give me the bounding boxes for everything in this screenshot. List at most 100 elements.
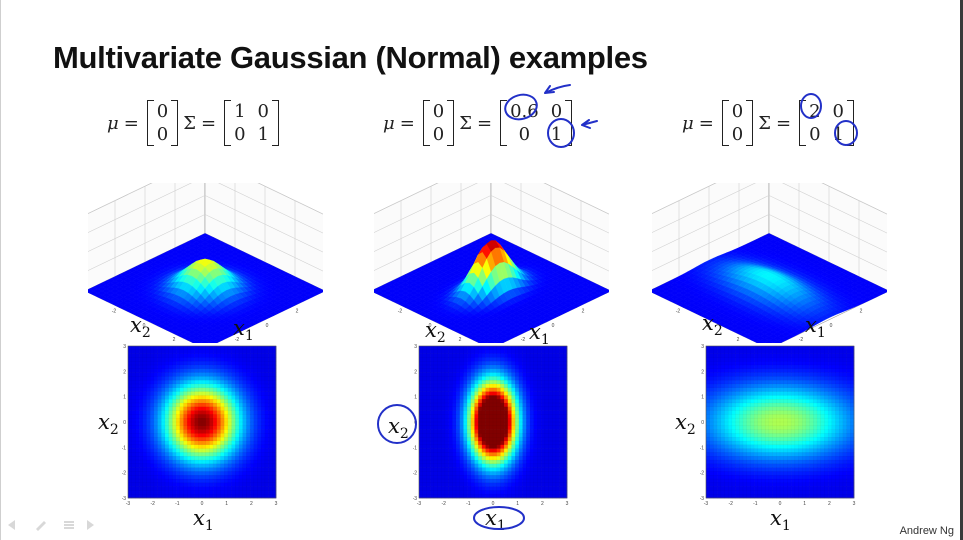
x2-tick-label: 2 [701, 369, 704, 375]
surface-mesh [652, 233, 887, 343]
matrix-entry: 0.6 [510, 101, 539, 122]
heatmap-3-x2-label: x2 [675, 410, 696, 439]
matrix-entry: 0 [731, 101, 744, 122]
equals-sign: = [399, 112, 415, 134]
heatmap-mesh [705, 345, 855, 499]
x2-tick-label: 0 [414, 420, 417, 426]
matrix-entry: 0 [432, 124, 445, 145]
mu-symbol: μ [682, 112, 694, 134]
x2-tick-label: 2 [123, 369, 126, 375]
player-controls[interactable] [6, 518, 96, 532]
matrix-entry: 0 [809, 124, 821, 145]
mu-symbol: μ [107, 112, 119, 134]
x2-tick-label: -1 [413, 445, 417, 451]
x1-tick-label: -2 [150, 501, 155, 507]
x1-tick-label: 0 [779, 501, 782, 507]
x1-tick-label: 1 [803, 501, 806, 507]
equals-sign: = [123, 112, 139, 134]
x1-tick-label: 3 [853, 501, 856, 507]
x2-tick-label: 3 [123, 344, 126, 350]
equation-3: μ = 0 0 Σ = 2 0 0 1 [682, 96, 857, 150]
slide-title: Multivariate Gaussian (Normal) examples [53, 40, 648, 75]
matrix-entry: 2 [809, 101, 821, 122]
heatmap-1-x1-label: x1 [193, 506, 214, 535]
matrix-entry: 0 [832, 101, 844, 122]
equals-sign: = [775, 112, 792, 134]
x2-tick-label: 3 [414, 344, 417, 350]
x2-tick-label: 2 [582, 308, 585, 314]
matrix-entry: 1 [234, 101, 246, 122]
x1-tick-label: 3 [275, 501, 278, 507]
x2-tick-label: -2 [799, 337, 804, 343]
x1-tick-label: -3 [417, 501, 422, 507]
equals-sign: = [698, 112, 714, 134]
x2-tick-label: -1 [700, 445, 704, 451]
heatmap-3: -3-3 -2 -2 -1 -1 0 0 1 1 2 2 3 3 [700, 344, 856, 507]
heatmap-1: -3-3 -2 -2 -1 -1 0 0 1 1 2 2 3 3 [122, 344, 278, 507]
matrix-entry: 1 [257, 124, 269, 145]
x1-tick-label: 2 [173, 337, 176, 343]
matrix-entry: 0 [156, 124, 169, 145]
heatmap-cells [128, 346, 277, 499]
heatmap-cells [706, 346, 855, 499]
x2-tick-label: -1 [122, 445, 126, 451]
author-footer: Andrew Ng [899, 525, 954, 537]
x2-tick-label: -3 [122, 496, 126, 502]
x2-tick-label: 0 [830, 323, 833, 329]
surface-1-x2-label: x2 [130, 313, 151, 342]
x2-tick-label: -2 [413, 471, 417, 477]
heatmap-mesh [127, 345, 277, 499]
heatmap-mesh [418, 345, 568, 499]
matrix-entry: 0 [518, 124, 531, 145]
x2-tick-label: -3 [700, 496, 704, 502]
x1-tick-label: 2 [459, 337, 462, 343]
pen-icon [36, 521, 46, 531]
back-icon [8, 520, 15, 530]
matrix-entry: 1 [550, 124, 563, 145]
forward-icon [87, 520, 94, 530]
x2-tick-label: 1 [414, 395, 417, 401]
surface-mesh [374, 233, 609, 343]
surface-2-x2-label: x2 [425, 318, 446, 347]
x1-tick-label: 0 [429, 323, 432, 329]
surface-3-x2-label: x2 [702, 311, 723, 340]
x1-tick-label: -1 [466, 501, 471, 507]
x2-tick-label: -2 [235, 337, 240, 343]
heatmap-2-x2-label: x2 [388, 414, 409, 443]
sigma-symbol: Σ [459, 112, 472, 134]
x1-tick-label: -2 [398, 308, 403, 314]
x1-tick-label: 1 [225, 501, 228, 507]
x1-tick-label: 3 [566, 501, 569, 507]
x1-tick-label: 2 [828, 501, 831, 507]
surface-1-x1-label: x1 [233, 316, 254, 345]
matrix-entry: 0 [731, 124, 744, 145]
menu-icon [64, 521, 74, 523]
x1-tick-label: 1 [516, 501, 519, 507]
x1-tick-label: 0 [492, 501, 495, 507]
matrix-entry: 0 [432, 101, 445, 122]
matrix-entry: 1 [832, 124, 844, 145]
heatmap-cells [419, 346, 568, 499]
x1-tick-label: 2 [250, 501, 253, 507]
sigma-symbol: Σ [183, 112, 196, 134]
x1-tick-label: 2 [541, 501, 544, 507]
equation-1: μ = 0 0 Σ = 1 0 0 1 [107, 96, 282, 150]
x1-tick-label: 0 [201, 501, 204, 507]
x1-tick-label: 0 [707, 323, 710, 329]
x1-tick-label: 2 [737, 337, 740, 343]
x2-tick-label: -2 [700, 471, 704, 477]
x2-tick-label: -3 [413, 496, 417, 502]
x2-tick-label: 0 [701, 420, 704, 426]
equation-2: μ = 0 0 Σ = 0.6 0 0 1 [383, 96, 575, 150]
matrix-entry: 0 [550, 101, 563, 122]
matrix-entry: 0 [156, 101, 169, 122]
x2-tick-label: 2 [414, 369, 417, 375]
x1-tick-label: -2 [441, 501, 446, 507]
